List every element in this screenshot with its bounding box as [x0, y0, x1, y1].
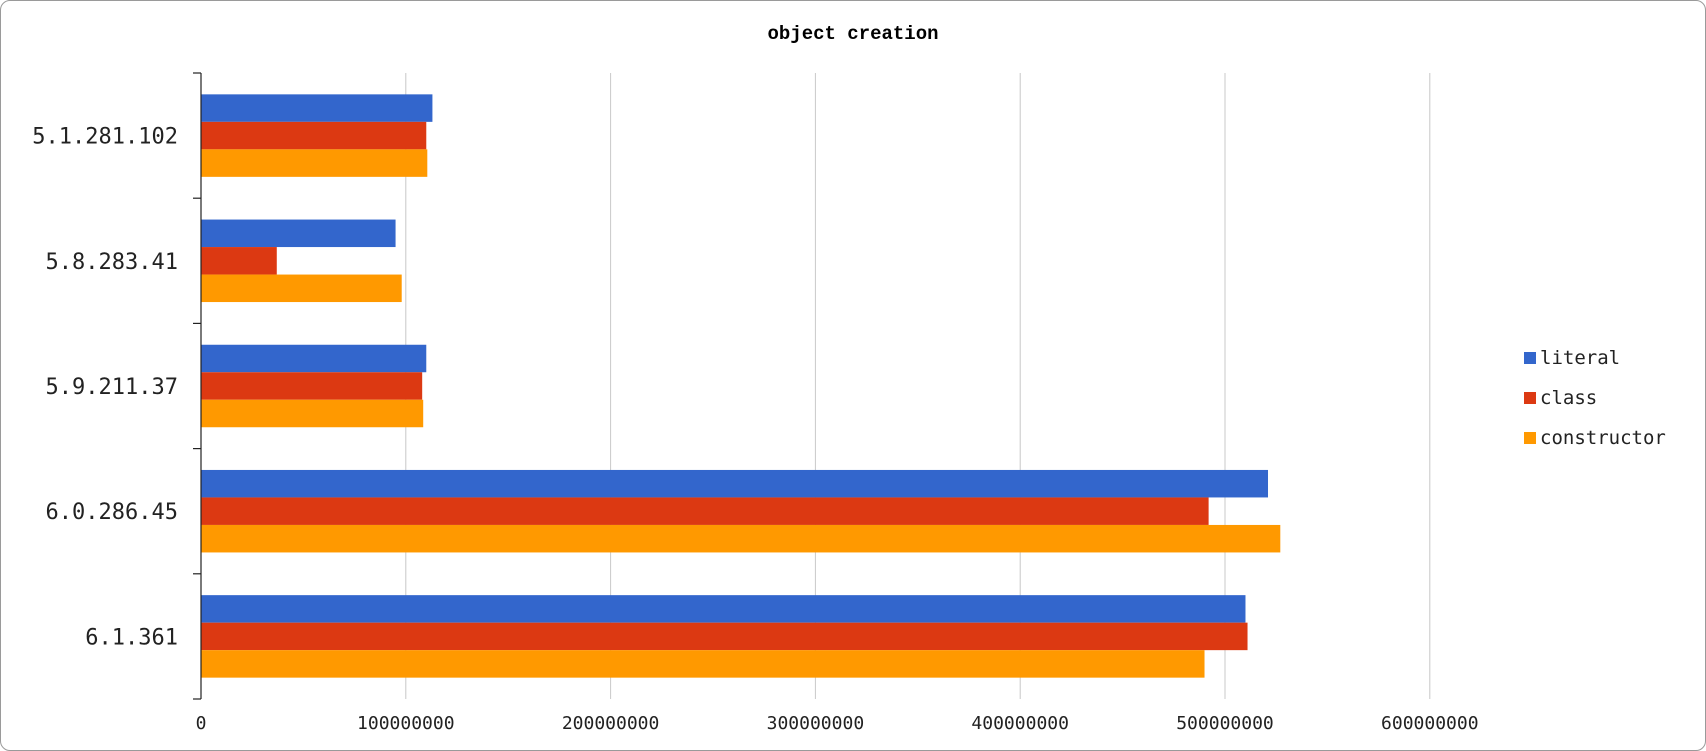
legend: literal class constructor — [1524, 347, 1666, 449]
axes: 0 100000000 200000000 300000000 400000000 500… — [32, 72, 1479, 734]
legend-label-constructor: constructor — [1540, 427, 1666, 449]
legend-label-literal: literal — [1540, 347, 1620, 369]
bar-class — [201, 121, 427, 150]
legend-label-class: class — [1540, 387, 1597, 409]
grid-lines — [405, 73, 1431, 699]
x-tick-label: 200000000 — [562, 713, 660, 734]
bars — [201, 94, 1281, 678]
legend-swatch-literal — [1524, 352, 1536, 364]
legend-swatch-constructor — [1524, 432, 1536, 444]
x-tick-label: 600000000 — [1381, 713, 1479, 734]
y-category-label: 5.9.211.37 — [46, 375, 178, 400]
bar-class — [201, 247, 277, 275]
bar-class — [201, 372, 423, 400]
x-tick-label: 500000000 — [1176, 713, 1274, 734]
x-tick-label: 0 — [196, 713, 207, 734]
chart-title: object creation — [767, 23, 938, 45]
x-tick-label: 400000000 — [971, 713, 1069, 734]
bar-constructor — [201, 650, 1205, 678]
bar-class — [201, 622, 1248, 651]
y-category-label: 5.1.281.102 — [32, 125, 178, 150]
bar-literal — [201, 94, 433, 122]
x-tick-label: 300000000 — [767, 713, 865, 734]
bar-literal — [201, 344, 427, 373]
bar-literal — [201, 469, 1269, 498]
bar-literal — [201, 595, 1246, 623]
bar-constructor — [201, 149, 428, 177]
y-category-label: 6.0.286.45 — [46, 500, 178, 525]
x-tick-label: 100000000 — [357, 713, 455, 734]
legend-swatch-class — [1524, 392, 1536, 404]
bar-constructor — [201, 399, 424, 428]
bar-class — [201, 497, 1209, 525]
y-category-label: 5.8.283.41 — [46, 250, 178, 275]
bar-constructor — [201, 274, 402, 303]
bar-constructor — [201, 524, 1281, 553]
bar-literal — [201, 219, 396, 248]
y-category-label: 6.1.361 — [85, 625, 178, 650]
